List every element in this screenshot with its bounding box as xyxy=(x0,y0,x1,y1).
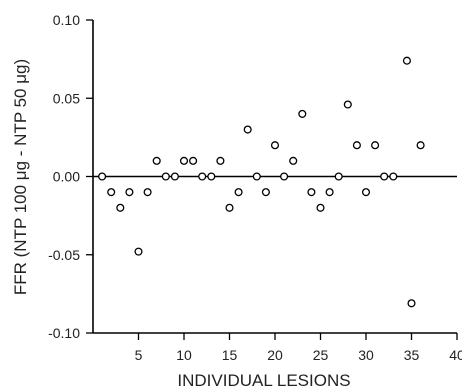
data-point xyxy=(216,156,225,165)
data-point xyxy=(261,188,270,197)
y-ticks: -0.10 -0.05 0.00 0.05 0.10 xyxy=(48,12,93,341)
data-point xyxy=(280,172,289,181)
data-point xyxy=(316,203,325,212)
data-point xyxy=(243,125,252,134)
data-point xyxy=(252,172,261,181)
data-point xyxy=(161,172,170,181)
data-point xyxy=(334,172,343,181)
x-ticks: 5 10 15 20 25 30 35 40 xyxy=(135,333,462,363)
data-point xyxy=(371,141,380,150)
x-tick-label: 40 xyxy=(449,347,462,363)
y-tick-label: -0.10 xyxy=(48,325,80,341)
data-point xyxy=(152,156,161,165)
data-point xyxy=(207,172,216,181)
x-tick-label: 25 xyxy=(313,347,329,363)
x-tick-label: 10 xyxy=(176,347,192,363)
data-point xyxy=(134,247,143,256)
data-point xyxy=(389,172,398,181)
y-tick-label: 0.00 xyxy=(53,169,80,185)
data-point xyxy=(234,188,243,197)
data-point xyxy=(307,188,316,197)
y-axis-title: FFR (NTP 100 μg - NTP 50 μg) xyxy=(11,59,30,295)
data-point xyxy=(170,172,179,181)
data-point xyxy=(225,203,234,212)
data-point xyxy=(407,299,416,308)
x-axis-title: INDIVIDUAL LESIONS xyxy=(177,371,350,390)
x-tick-label: 35 xyxy=(404,347,420,363)
x-tick-label: 15 xyxy=(222,347,238,363)
data-point xyxy=(116,203,125,212)
x-tick-label: 20 xyxy=(267,347,283,363)
data-point xyxy=(125,188,134,197)
data-point xyxy=(416,141,425,150)
data-point xyxy=(380,172,389,181)
y-tick-label: 0.05 xyxy=(53,90,80,106)
data-point xyxy=(270,141,280,150)
data-point xyxy=(98,172,107,181)
data-point xyxy=(298,109,307,118)
data-point xyxy=(189,156,198,165)
y-tick-label: 0.10 xyxy=(53,12,80,28)
data-point xyxy=(179,156,189,165)
data-point xyxy=(343,100,352,109)
data-point xyxy=(352,141,361,150)
data-point xyxy=(143,188,152,197)
data-point xyxy=(107,188,116,197)
x-tick-label: 30 xyxy=(358,347,374,363)
data-points xyxy=(98,56,425,308)
y-tick-label: -0.05 xyxy=(48,247,80,263)
data-point xyxy=(402,56,412,65)
data-point xyxy=(198,172,207,181)
data-point xyxy=(289,156,298,165)
data-point xyxy=(361,188,371,197)
data-point xyxy=(325,188,334,197)
x-tick-label: 5 xyxy=(135,347,143,363)
